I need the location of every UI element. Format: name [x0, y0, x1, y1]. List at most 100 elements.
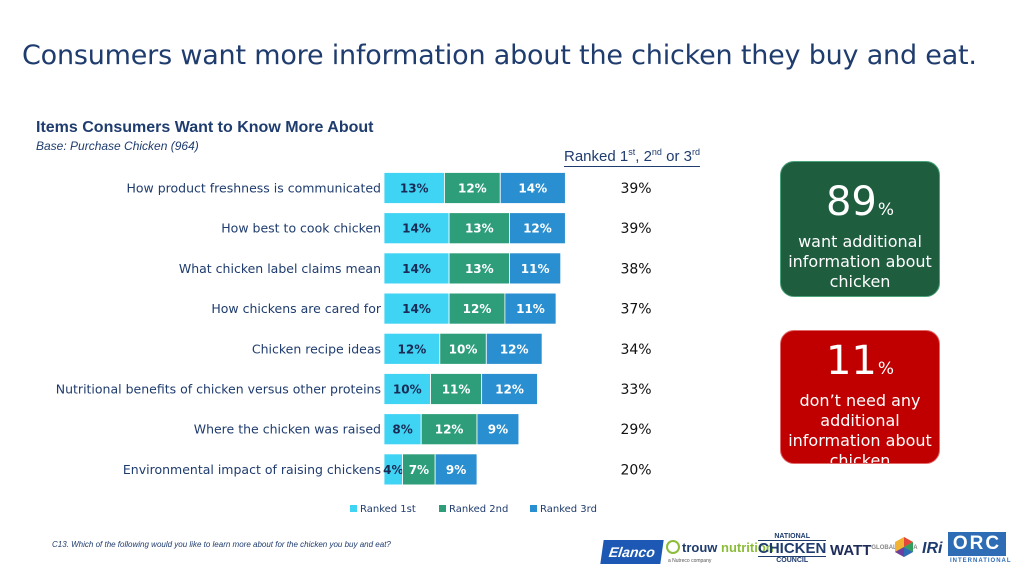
bar-data-label: 11%: [521, 262, 550, 276]
bar-segment: [499, 172, 566, 204]
totals-header: Ranked 1st, 2nd or 3rd: [564, 147, 700, 167]
bar-data-label: 9%: [446, 463, 466, 477]
bar-data-label: 12%: [458, 182, 487, 196]
chart-subtitle: Base: Purchase Chicken (964): [36, 139, 199, 153]
bar-data-label: 13%: [465, 262, 494, 276]
iri-logo: IRi: [922, 540, 943, 557]
bar-segment: [448, 292, 506, 325]
bar-segment: [383, 252, 450, 285]
trouw-ring-icon: [666, 540, 680, 554]
ncc-logo-line1: NATIONAL: [774, 533, 810, 540]
legend-swatch: [530, 505, 537, 512]
category-label: How best to cook chicken: [221, 221, 381, 236]
sponsor-logos: Elanco trouw nutrition a Nutreco company…: [600, 532, 1020, 570]
trouw-logo-word: trouw: [682, 540, 718, 555]
total-value-label: 39%: [620, 181, 651, 197]
bar-segment: [383, 413, 422, 446]
totals-header-sup1: st: [628, 147, 636, 157]
bar-data-label: 12%: [523, 222, 552, 236]
legend-label: Ranked 1st: [360, 504, 416, 515]
legend-swatch: [350, 505, 357, 512]
bar-segment: [504, 292, 557, 325]
bar-data-label: 7%: [409, 463, 429, 477]
total-value-label: 38%: [620, 261, 651, 277]
trouw-logo-sub: a Nutreco company: [668, 558, 712, 564]
callout-no-info-value: 11: [825, 338, 877, 384]
bar-data-label: 12%: [463, 302, 492, 316]
watt-logo-sub: GLOBAL MEDIA: [871, 545, 918, 551]
bar-data-label: 10%: [449, 342, 478, 356]
bar-data-label: 10%: [393, 383, 422, 397]
totals-header-sup2: nd: [651, 147, 662, 157]
bar-data-label: 8%: [392, 423, 412, 437]
total-value-label: 37%: [620, 302, 651, 318]
category-label: Environmental impact of raising chickens: [123, 462, 381, 477]
bar-data-label: 11%: [516, 302, 545, 316]
bar-data-label: 12%: [435, 423, 464, 437]
totals-header-sep: ,: [635, 148, 640, 165]
callout-no-info-text: don’t need any additional information ab…: [788, 391, 932, 464]
bar-segment: [448, 212, 510, 245]
bar-data-label: 14%: [402, 222, 431, 236]
bar-segment: [481, 373, 538, 405]
legend-label: Ranked 2nd: [449, 504, 508, 515]
chart-title: Items Consumers Want to Know More About: [36, 119, 374, 136]
bar-segment: [509, 212, 566, 245]
bar-data-label: 13%: [400, 182, 429, 196]
slide-title: Consumers want more information about th…: [22, 40, 977, 71]
total-value-label: 29%: [620, 422, 651, 438]
bar-segment: [448, 252, 510, 285]
trouw-logo-nutrition: nutrition: [721, 540, 774, 555]
bar-data-label: 11%: [442, 383, 471, 397]
callout-want-info-value: 89: [825, 179, 877, 225]
bar-data-label: 14%: [402, 262, 431, 276]
hexagon-logo-icon: [895, 537, 913, 557]
callout-no-info: 11% don’t need any additional informatio…: [780, 330, 940, 464]
ncc-logo-line3: COUNCIL: [776, 557, 809, 564]
bar-data-label: 14%: [402, 302, 431, 316]
orc-logo: ORC: [948, 532, 1006, 556]
bar-segment: [485, 332, 543, 365]
category-label: Nutritional benefits of chicken versus o…: [56, 382, 381, 397]
orc-logo-sub: INTERNATIONAL: [950, 558, 1012, 564]
category-label: How chickens are cared for: [211, 301, 382, 316]
category-label: Where the chicken was raised: [194, 422, 381, 437]
callout-want-info: 89% want additional information about ch…: [780, 161, 940, 297]
legend-swatch: [439, 505, 446, 512]
national-chicken-council-logo: NATIONAL CHICKEN COUNCIL: [758, 533, 827, 564]
bar-segment: [383, 292, 450, 325]
totals-header-word: or 3: [666, 148, 692, 165]
ncc-logo-line2: CHICKEN: [758, 540, 827, 557]
category-label: Chicken recipe ideas: [252, 341, 381, 356]
callout-no-info-unit: %: [877, 359, 895, 379]
bar-segment: [383, 212, 450, 245]
totals-header-mid: 2: [643, 148, 652, 165]
bar-segment: [476, 413, 520, 446]
bar-data-label: 12%: [495, 383, 524, 397]
category-label: What chicken label claims mean: [179, 261, 381, 276]
watt-global-media-logo: WATTGLOBAL MEDIA: [830, 542, 918, 559]
footnote: C13. Which of the following would you li…: [52, 540, 391, 549]
elanco-logo: Elanco: [600, 540, 664, 564]
callout-no-info-value-row: 11%: [781, 339, 939, 391]
total-value-label: 20%: [620, 462, 651, 478]
bar-segment: [434, 453, 478, 486]
bar-data-label: 12%: [500, 342, 529, 356]
total-value-label: 34%: [620, 342, 651, 358]
callout-want-info-text: want additional information about chicke…: [788, 232, 932, 291]
bar-data-label: 4%: [383, 463, 403, 477]
bar-segment: [383, 172, 445, 204]
total-value-label: 39%: [620, 221, 651, 237]
bar-segment: [509, 252, 562, 285]
bar-data-label: 13%: [465, 222, 494, 236]
legend-label: Ranked 3rd: [540, 504, 597, 515]
bar-segment: [439, 332, 487, 365]
totals-header-prefix: Ranked 1: [564, 148, 629, 165]
bar-data-label: 12%: [398, 342, 427, 356]
bar-segment: [383, 332, 441, 365]
callout-want-info-value-row: 89%: [781, 180, 939, 232]
callout-want-info-unit: %: [877, 200, 895, 220]
bar-data-label: 9%: [488, 423, 508, 437]
totals-header-sup3: rd: [691, 147, 700, 157]
